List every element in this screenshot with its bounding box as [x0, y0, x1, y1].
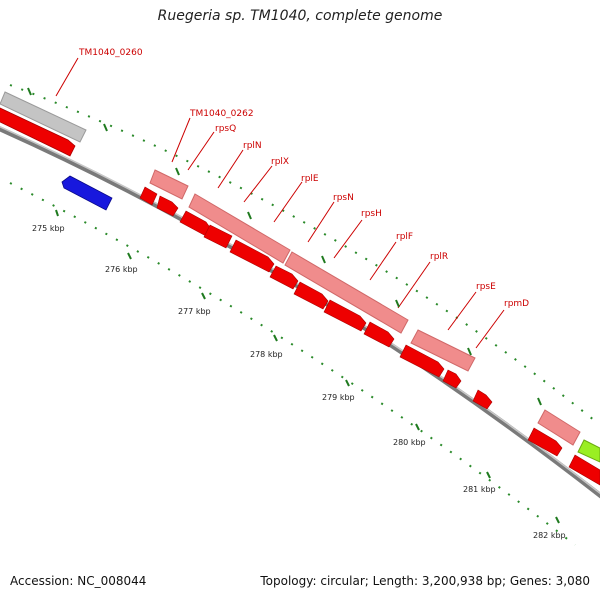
gene-label[interactable]: rplF	[396, 232, 413, 242]
gene-label[interactable]: rplE	[301, 174, 319, 184]
cds-arrows	[139, 186, 600, 486]
forward-arrow-icon[interactable]	[229, 239, 275, 273]
genome-stats-text: Topology: circular; Length: 3,200,938 bp…	[260, 574, 590, 588]
accession-text: Accession: NC_008044	[10, 574, 147, 588]
gene-label[interactable]: rplR	[430, 252, 448, 262]
forward-arrow-icon[interactable]	[527, 427, 563, 457]
kbp-label: 281 kbp	[463, 485, 496, 494]
gene-label[interactable]: rplN	[243, 141, 262, 151]
gene-label[interactable]: rplX	[271, 157, 289, 167]
forward-arrow-icon[interactable]	[363, 321, 395, 348]
kbp-label: 278 kbp	[250, 350, 283, 359]
kbp-label: 276 kbp	[105, 265, 138, 274]
gene-bar-green[interactable]	[577, 439, 600, 463]
kbp-label: 279 kbp	[322, 393, 355, 402]
gene-bar-tm1040-0260[interactable]	[0, 91, 87, 143]
kbp-label: 280 kbp	[393, 438, 426, 447]
gene-bar[interactable]	[537, 409, 581, 446]
kbp-label: 277 kbp	[178, 307, 211, 316]
forward-arrow-icon[interactable]	[472, 389, 493, 410]
forward-arrow-icon[interactable]	[0, 107, 76, 157]
outer-dot-ring	[9, 84, 600, 426]
forward-arrow-icon[interactable]	[156, 195, 179, 217]
gene-bars	[149, 169, 581, 446]
gene-labels: TM1040_0260 TM1040_0262 rpsQ rplN rplX r…	[78, 48, 529, 309]
gene-bar[interactable]	[149, 169, 189, 200]
genome-backbone-highlight	[0, 126, 600, 495]
outer-ring-ticks	[27, 87, 542, 406]
gene-label[interactable]: rpsH	[361, 209, 382, 219]
gene-label[interactable]: rpsN	[333, 193, 354, 203]
gene-label[interactable]: TM1040_0262	[189, 109, 254, 119]
gene-label[interactable]: rpsE	[476, 282, 496, 292]
kbp-ticks	[55, 209, 560, 524]
forward-arrow-icon[interactable]	[269, 265, 299, 290]
gene-label[interactable]: TM1040_0260	[78, 48, 143, 58]
forward-arrow-icon[interactable]	[203, 224, 233, 249]
gene-bar[interactable]	[284, 251, 409, 334]
forward-arrow-icon[interactable]	[442, 369, 462, 389]
page-title: Ruegeria sp. TM1040, complete genome	[157, 8, 443, 24]
forward-arrow-icon[interactable]	[323, 299, 367, 332]
forward-arrow-icon[interactable]	[399, 344, 445, 378]
reverse-arrow-icon[interactable]	[61, 175, 113, 211]
gene-label[interactable]: rpsQ	[215, 124, 236, 134]
kbp-label: 275 kbp	[32, 224, 65, 233]
forward-arrow-icon[interactable]	[568, 454, 600, 486]
gene-bar[interactable]	[410, 329, 476, 372]
label-leaders	[55, 57, 505, 349]
kbp-label: 282 kbp	[533, 531, 566, 540]
genome-backbone	[0, 126, 600, 499]
kbp-labels: 275 kbp 276 kbp 277 kbp 278 kbp 279 kbp …	[32, 224, 566, 540]
forward-arrow-icon[interactable]	[293, 281, 329, 310]
forward-arrow-icon[interactable]	[139, 186, 158, 206]
gene-bar[interactable]	[188, 193, 291, 264]
gene-label[interactable]: rpmD	[504, 299, 529, 309]
